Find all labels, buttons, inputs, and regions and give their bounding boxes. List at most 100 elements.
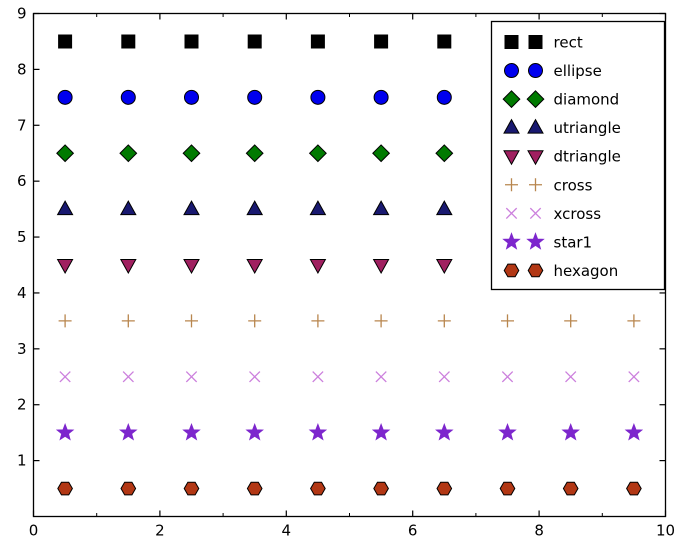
marker-diamond: [245, 144, 264, 163]
legend-box: [490, 20, 666, 291]
marker-ellipse: [504, 63, 519, 79]
marker-cross: [501, 314, 514, 328]
marker-diamond: [502, 90, 521, 109]
marker-dtriangle: [246, 259, 264, 275]
marker-star1: [561, 422, 580, 441]
marker-star1: [502, 232, 521, 250]
marker-xcross: [565, 371, 577, 383]
marker-rect: [247, 34, 262, 49]
marker-xcross: [312, 371, 324, 383]
marker-xcross: [628, 371, 640, 383]
marker-hexagon: [373, 481, 389, 496]
marker-xcross: [249, 371, 261, 383]
marker-hexagon: [310, 481, 326, 496]
x-tick-label: 8: [534, 522, 544, 540]
marker-star1: [526, 232, 545, 250]
marker-dtriangle: [372, 259, 390, 275]
marker-rect: [121, 34, 136, 49]
marker-rect: [437, 34, 452, 49]
legend-entry-dtriangle: dtriangle: [503, 148, 621, 166]
marker-ellipse: [120, 89, 136, 105]
y-tick-label: 6: [17, 172, 27, 190]
y-tick-label: 7: [17, 116, 27, 134]
series-cross: [58, 314, 641, 328]
marker-hexagon: [120, 481, 137, 496]
marker-xcross: [185, 371, 198, 383]
marker-hexagon: [503, 263, 520, 278]
marker-ellipse: [310, 89, 326, 105]
marker-hexagon: [57, 481, 73, 496]
marker-ellipse: [528, 63, 543, 79]
legend-label-xcross: xcross: [554, 205, 602, 223]
legend-label-rect: rect: [554, 34, 583, 52]
series-xcross: [59, 371, 640, 383]
y-tick-label: 3: [17, 340, 27, 358]
marker-star1: [498, 422, 517, 441]
marker-utriangle: [56, 200, 74, 216]
marker-diamond: [526, 90, 545, 109]
x-tick-label: 10: [656, 522, 675, 540]
marker-xcross: [59, 371, 71, 383]
marker-cross: [437, 314, 451, 328]
marker-ellipse: [247, 89, 263, 105]
legend: rect ellipse diamond utriangle dtriangle cros…: [490, 20, 666, 291]
marker-dtriangle: [435, 259, 453, 275]
legend-label-hexagon: hexagon: [554, 262, 619, 280]
x-tick-label: 6: [408, 522, 418, 540]
series-hexagon: [57, 481, 642, 496]
marker-hexagon: [562, 481, 579, 496]
marker-utriangle: [119, 200, 137, 216]
marker-star1: [55, 422, 75, 441]
marker-dtriangle: [527, 150, 544, 166]
y-tick-label: 2: [17, 396, 27, 414]
marker-xcross: [375, 371, 387, 383]
marker-hexagon: [499, 481, 516, 496]
marker-rect: [58, 34, 73, 49]
marker-utriangle: [309, 200, 327, 216]
marker-utriangle: [503, 118, 520, 134]
marker-rect: [374, 34, 389, 49]
marker-cross: [311, 314, 325, 328]
marker-cross: [185, 314, 198, 328]
marker-cross: [564, 314, 578, 328]
marker-xcross: [501, 371, 514, 383]
marker-diamond: [372, 144, 391, 163]
legend-label-utriangle: utriangle: [554, 119, 621, 137]
x-tick-label: 0: [29, 522, 39, 540]
marker-cross: [58, 314, 72, 328]
marker-utriangle: [527, 118, 544, 134]
marker-ellipse: [373, 89, 389, 105]
marker-dtriangle: [503, 150, 520, 166]
y-tick-label: 8: [17, 60, 27, 78]
marker-rect: [504, 35, 519, 49]
marker-star1: [308, 422, 328, 441]
legend-entry-star1: star1: [502, 232, 592, 251]
marker-xcross: [438, 371, 450, 383]
legend-label-cross: cross: [554, 176, 593, 194]
marker-dtriangle: [309, 259, 327, 275]
legend-label-ellipse: ellipse: [554, 62, 602, 80]
marker-star1: [435, 422, 454, 441]
y-tick-label: 5: [17, 228, 27, 246]
marker-diamond: [56, 144, 75, 163]
marker-dtriangle: [183, 259, 200, 275]
marker-cross: [121, 314, 135, 328]
y-tick-label: 9: [17, 5, 27, 23]
legend-entry-rect: rect: [504, 34, 583, 52]
series-star1: [55, 422, 644, 441]
marker-utriangle: [246, 200, 264, 216]
marker-hexagon: [246, 481, 263, 496]
legend-entry-ellipse: ellipse: [504, 62, 602, 80]
marker-rect: [310, 34, 325, 49]
marker-cross: [248, 314, 262, 328]
marker-xcross: [122, 371, 134, 383]
marker-star1: [371, 422, 391, 441]
marker-diamond: [182, 144, 201, 163]
marker-cross: [374, 314, 388, 328]
marker-star1: [182, 422, 201, 441]
legend-label-dtriangle: dtriangle: [554, 148, 621, 166]
marker-ellipse: [57, 89, 73, 105]
legend-entry-utriangle: utriangle: [503, 118, 621, 137]
